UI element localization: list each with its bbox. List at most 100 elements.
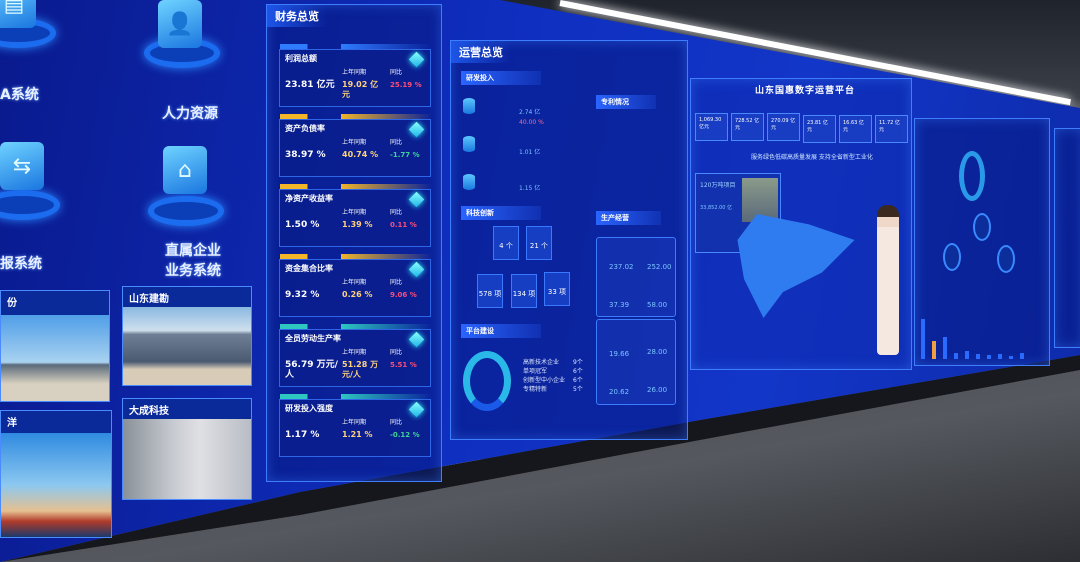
yoy-label: 同比 (390, 349, 403, 356)
legend-value: 6个 (573, 377, 583, 384)
platform-kpi-tile[interactable]: 16.63 亿元 (839, 115, 872, 143)
section-title: 科技创新 (461, 206, 541, 220)
prev-value: 1.39 % (342, 220, 373, 229)
kpi-value: 1.50 % (285, 220, 320, 230)
legend-value: 6个 (573, 368, 583, 375)
operations-panel: 运营总览 研发投入 2.74 亿 40.00 % 1.01 亿 1.15 亿 专… (450, 40, 688, 440)
document-icon[interactable]: ▤ (0, 0, 36, 28)
bar (1020, 353, 1024, 359)
kpi-value: 9.32 % (285, 290, 320, 300)
company-card[interactable]: 大成科技 (122, 398, 252, 500)
production-value: 58.00 (647, 301, 668, 309)
legend-value: 9个 (573, 359, 583, 366)
company-name: 份 (7, 298, 17, 309)
system-label-2[interactable]: 业务系统 (165, 263, 221, 279)
kpi-name: 资产负债率 (285, 124, 325, 133)
user-card-icon[interactable]: 👤 (158, 0, 202, 48)
platform-kpi-tile[interactable]: 11.72 亿元 (875, 115, 908, 143)
prev-value: 19.02 亿元 (342, 80, 379, 99)
pyramid-icon (408, 401, 425, 418)
yoy-value: -0.12 % (390, 431, 420, 439)
tech-tile[interactable]: 33 项 (544, 272, 570, 306)
project-value: 33,852.00 亿 (700, 205, 733, 211)
bar (921, 319, 925, 359)
bar (943, 337, 947, 359)
pyramid-icon (408, 331, 425, 348)
bar (976, 354, 980, 359)
system-label[interactable]: A系统 (0, 87, 39, 103)
panel-title: 财务总览 (267, 5, 327, 27)
finance-kpi-card[interactable]: 利润总额 23.81 亿元 上年同期 19.02 亿元 同比 25.19 % (279, 44, 432, 107)
bar (932, 341, 936, 359)
platform-kpi-tile[interactable]: 270.09 亿元 (767, 113, 800, 141)
company-card[interactable]: 份 (0, 290, 110, 402)
bar (1009, 356, 1013, 359)
company-card[interactable]: 山东建勘 (122, 286, 252, 386)
tech-tile[interactable]: 21 个 (526, 226, 552, 260)
database-icon (463, 98, 475, 114)
finance-kpi-card[interactable]: 研发投入强度 1.17 % 上年同期 1.21 % 同比 -0.12 % (279, 394, 432, 457)
tech-tile[interactable]: 4 个 (493, 226, 519, 260)
section-title: 专利情况 (596, 95, 656, 109)
finance-kpi-card[interactable]: 净资产收益率 1.50 % 上年同期 1.39 % 同比 0.11 % (279, 184, 432, 247)
production-value: 20.62 (609, 388, 630, 396)
kpi-name: 资金集合比率 (285, 264, 333, 273)
company-card[interactable]: 洋 (0, 410, 112, 538)
platform-kpi-tile[interactable]: 1,069.30 亿元 (695, 113, 728, 141)
bar (987, 355, 991, 359)
yoy-value: 5.51 % (390, 361, 417, 369)
card-stripe (280, 254, 432, 259)
bar (954, 353, 958, 359)
panel-title: 运营总览 (451, 41, 511, 63)
kpi-name: 研发投入强度 (285, 404, 333, 413)
finance-panel: 财务总览 利润总额 23.81 亿元 上年同期 19.02 亿元 同比 25.1… (266, 4, 442, 482)
bar (965, 351, 969, 359)
kpi-value: 23.81 亿元 (285, 80, 335, 90)
finance-kpi-card[interactable]: 资产负债率 38.97 % 上年同期 40.74 % 同比 -1.77 % (279, 114, 432, 177)
node-circle (973, 213, 991, 241)
rd-rate: 40.00 % (519, 119, 544, 126)
section-title: 研发投入 (461, 71, 541, 85)
system-label[interactable]: 直属企业 (165, 243, 221, 259)
node-circle (997, 245, 1015, 273)
section-title: 生产经营 (596, 211, 661, 225)
legend-label: 高新技术企业 (523, 359, 560, 366)
platform-donut-chart (463, 351, 511, 411)
company-name: 山东建勘 (129, 294, 169, 305)
building-icon[interactable]: ⌂ (163, 146, 207, 194)
right-panel (914, 118, 1050, 366)
card-stripe (280, 114, 432, 119)
pyramid-icon (408, 51, 425, 68)
shield-exchange-icon[interactable]: ⇆ (0, 142, 44, 190)
production-box: 237.02 252.00 37.39 58.00 (596, 237, 676, 317)
rd-value: 2.74 亿 (519, 109, 541, 116)
platform-panel: 山东国惠数字运营平台 1,069.30 亿元 728.52 亿元 270.09 亿元… (690, 78, 912, 370)
rd-value: 1.15 亿 (519, 185, 541, 192)
section-title: 平台建设 (461, 324, 541, 338)
kpi-value: 38.97 % (285, 150, 326, 160)
yoy-value: -1.77 % (390, 151, 420, 159)
system-label[interactable]: 报系统 (0, 256, 42, 272)
system-label[interactable]: 人力资源 (162, 106, 218, 122)
company-photo (123, 419, 251, 499)
finance-kpi-card[interactable]: 全员劳动生产率 56.79 万元/人 上年同期 51.28 万元/人 同比 5.… (279, 324, 432, 387)
donut-chart (959, 151, 985, 201)
bar (998, 354, 1002, 359)
rd-value: 1.01 亿 (519, 149, 541, 156)
company-photo (1, 433, 111, 537)
node-circle (943, 243, 961, 271)
platform-kpi-tile[interactable]: 23.81 亿元 (803, 115, 836, 143)
kpi-name: 利润总额 (285, 54, 317, 63)
tech-tile[interactable]: 134 项 (511, 274, 537, 308)
kpi-name: 净资产收益率 (285, 194, 333, 203)
tech-tile[interactable]: 578 项 (477, 274, 503, 308)
production-value: 28.00 (647, 348, 668, 356)
platform-kpi-tile[interactable]: 728.52 亿元 (731, 113, 764, 141)
bar-chart (921, 309, 1041, 359)
company-name: 大成科技 (129, 406, 169, 417)
production-value: 252.00 (647, 263, 672, 271)
finance-kpi-card[interactable]: 资金集合比率 9.32 % 上年同期 0.26 % 同比 9.06 % (279, 254, 432, 317)
yoy-value: 0.11 % (390, 221, 417, 229)
production-value: 237.02 (609, 263, 634, 271)
pyramid-icon (408, 121, 425, 138)
